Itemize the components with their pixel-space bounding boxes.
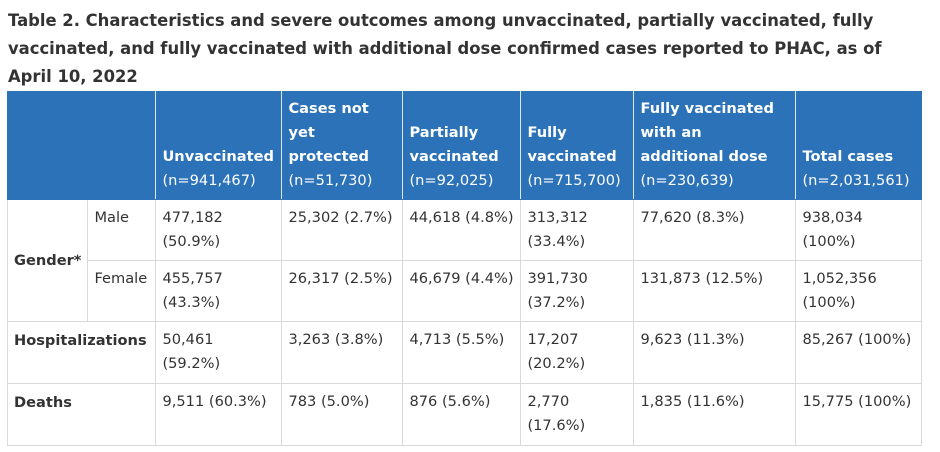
cell: 131,873 (12.5%) [633,260,797,322]
header-additional-dose: Fully vaccinated with an additional dose… [633,91,797,200]
cell: 44,618 (4.8%) [402,199,522,261]
characteristics-table: Unvaccinated (n=941,467) Cases not yet pr… [6,91,923,446]
cell: 9,623 (11.3%) [633,321,797,384]
row-label-hospitalizations: Hospitalizations [6,321,157,384]
cell: 25,302 (2.7%) [281,199,404,261]
cell: 17,207 (20.2%) [520,321,635,384]
header-row: Unvaccinated (n=941,467) Cases not yet pr… [6,91,923,200]
row-label-male: Male [87,199,157,261]
table-row: Hospitalizations 50,461 (59.2%) 3,263 (3… [6,321,923,384]
header-partially-vaccinated: Partially vaccinated (n=92,025) [402,91,522,200]
cell: 4,713 (5.5%) [402,321,522,384]
cell: 3,263 (3.8%) [281,321,404,384]
header-blank [6,91,157,200]
cell: 391,730 (37.2%) [520,260,635,322]
gender-row-header: Gender* [6,199,89,322]
row-label-deaths: Deaths [6,383,157,446]
cell: 26,317 (2.5%) [281,260,404,322]
row-label-female: Female [87,260,157,322]
table-row: Deaths 9,511 (60.3%) 783 (5.0%) 876 (5.6… [6,383,923,446]
cell: 46,679 (4.4%) [402,260,522,322]
cell: 85,267 (100%) [795,321,923,384]
header-unvaccinated: Unvaccinated (n=941,467) [155,91,283,200]
table-row: Gender* Male 477,182 (50.9%) 25,302 (2.7… [6,199,923,322]
cell: 2,770 (17.6%) [520,383,635,446]
cell: 77,620 (8.3%) [633,199,797,261]
header-not-yet-protected: Cases not yet protected (n=51,730) [281,91,404,200]
header-fully-vaccinated: Fully vaccinated (n=715,700) [520,91,635,200]
cell: 50,461 (59.2%) [155,321,283,384]
header-total-cases: Total cases (n=2,031,561) [795,91,923,200]
cell: 15,775 (100%) [795,383,923,446]
cell: 9,511 (60.3%) [155,383,283,446]
table-caption: Table 2. Characteristics and severe outc… [8,11,882,86]
cell: 1,052,356 (100%) [795,260,923,322]
cell: 938,034 (100%) [795,199,923,261]
cell: 783 (5.0%) [281,383,404,446]
table-row: Female 455,757 (43.3%) 26,317 (2.5%) 46,… [8,260,923,322]
cell: 455,757 (43.3%) [155,260,283,322]
cell: 1,835 (11.6%) [633,383,797,446]
cell: 876 (5.6%) [402,383,522,446]
cell: 477,182 (50.9%) [155,199,283,261]
cell: 313,312 (33.4%) [520,199,635,261]
